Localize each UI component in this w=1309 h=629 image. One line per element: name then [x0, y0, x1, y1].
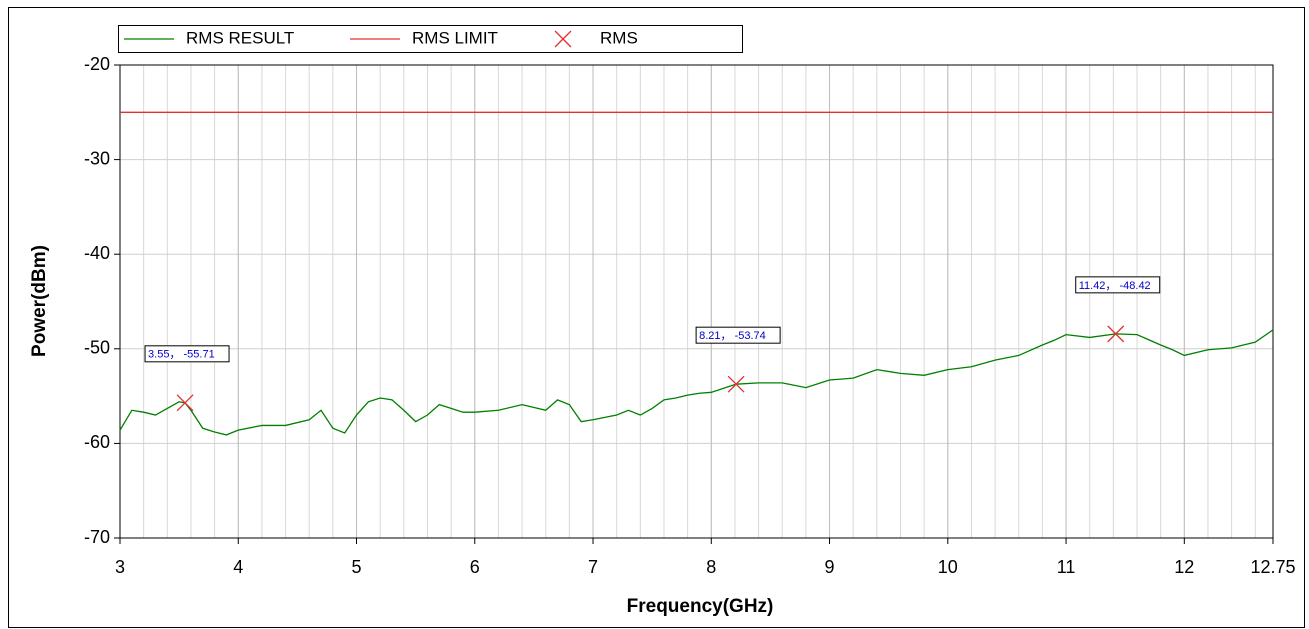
- data-label-box: [1075, 276, 1161, 294]
- series-line: [119, 329, 1274, 436]
- y-tick-label: -40: [84, 243, 110, 263]
- x-tick-label: 5: [352, 557, 362, 577]
- x-tick-label: 12.75: [1250, 557, 1295, 577]
- x-tick-label: 10: [938, 557, 958, 577]
- y-tick-label: -70: [84, 527, 110, 547]
- x-tick-label: 11: [1057, 557, 1076, 577]
- x-tick-label: 3: [115, 557, 125, 577]
- frame: [8, 7, 1305, 628]
- y-tick-label: -20: [84, 54, 110, 74]
- x-tick-label: 12: [1174, 557, 1194, 577]
- x-axis-label: Frequency(GHz): [627, 596, 774, 617]
- x-tick-label: 4: [233, 557, 243, 577]
- legend-swatch: [554, 30, 572, 48]
- marker: [727, 375, 745, 393]
- data-label-box: [695, 326, 781, 344]
- x-tick-label: 9: [825, 557, 835, 577]
- marker: [176, 394, 194, 412]
- x-tick-label: 7: [588, 557, 598, 577]
- legend-box: [118, 25, 743, 53]
- marker: [1107, 325, 1125, 343]
- x-tick-label: 6: [470, 557, 480, 577]
- legend-label: RMS: [600, 28, 638, 47]
- plot-area: [119, 64, 1274, 539]
- y-axis-label: Power(dBm): [29, 245, 50, 357]
- legend-label: RMS LIMIT: [412, 28, 498, 47]
- y-tick-label: -60: [84, 432, 110, 452]
- data-label: 11.42， -48.42: [1079, 280, 1151, 292]
- data-label-box: [144, 345, 230, 363]
- y-tick-label: -30: [84, 148, 110, 168]
- x-tick-label: 8: [706, 557, 716, 577]
- y-tick-label: -50: [84, 338, 110, 358]
- data-label: 8.21， -53.74: [699, 330, 766, 342]
- legend-label: RMS RESULT: [186, 28, 294, 47]
- data-label: 3.55， -55.71: [148, 349, 215, 361]
